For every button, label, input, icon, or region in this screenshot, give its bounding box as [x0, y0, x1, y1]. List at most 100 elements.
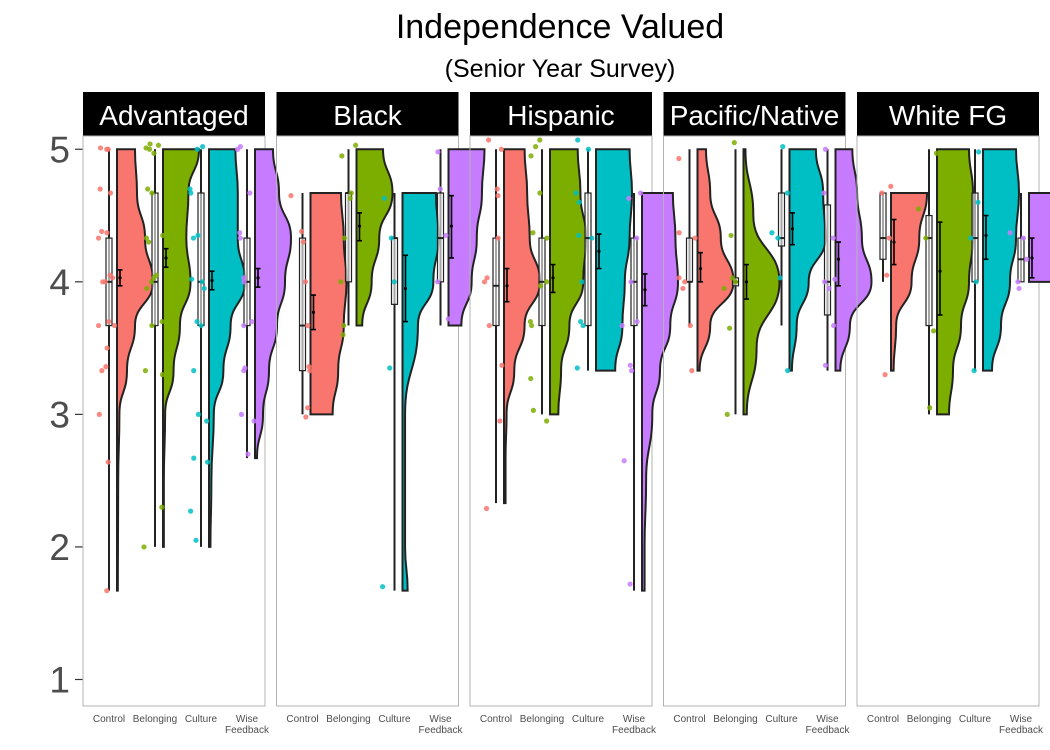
data-point — [888, 183, 894, 189]
y-tick-label: 1 — [49, 659, 70, 700]
x-tick-label: Belonging — [133, 714, 177, 725]
data-point — [149, 322, 155, 329]
data-point — [528, 375, 534, 382]
data-point — [159, 372, 165, 378]
data-point — [930, 328, 937, 334]
data-point — [832, 276, 838, 282]
facet-panel: Advantaged Control Belonging Culture Wise Fee… — [82, 92, 293, 736]
data-point — [143, 145, 149, 151]
data-point — [347, 195, 353, 201]
facet-panel: Black Control Belonging Culture Wise Feedback — [276, 92, 486, 736]
data-point — [97, 186, 103, 192]
data-point — [724, 411, 730, 417]
data-point — [676, 155, 682, 162]
data-point — [731, 140, 737, 146]
data-point — [247, 190, 253, 196]
x-tick-label: Control — [480, 714, 512, 725]
data-point — [676, 275, 682, 281]
data-point — [341, 235, 347, 241]
data-point — [191, 368, 197, 374]
group-wise-feedback — [235, 144, 293, 460]
data-point — [769, 230, 775, 236]
data-point — [1007, 230, 1013, 236]
data-point — [777, 275, 783, 281]
x-tick-label: Culture — [185, 714, 218, 725]
data-point — [302, 279, 309, 285]
mean-point — [790, 227, 795, 231]
data-point — [241, 275, 247, 281]
box — [151, 192, 159, 327]
data-point — [107, 190, 114, 196]
data-point — [306, 364, 312, 370]
chart-subtitle: (Senior Year Survey) — [445, 55, 676, 83]
data-point — [159, 318, 165, 325]
y-tick-label: 5 — [49, 129, 70, 170]
data-point — [923, 235, 929, 241]
data-point — [340, 332, 346, 338]
facet-panels: Advantaged Control Belonging Culture Wise Fee… — [82, 92, 1050, 736]
mean-point — [403, 286, 408, 291]
data-point — [97, 145, 104, 151]
data-point — [537, 137, 543, 143]
data-point — [1015, 279, 1021, 285]
x-tick-label: Culture — [959, 714, 992, 725]
box — [197, 192, 205, 327]
mean-point — [118, 276, 122, 280]
data-point — [775, 235, 781, 241]
x-tick-label: Control — [286, 714, 318, 725]
data-point — [780, 144, 786, 150]
data-point — [687, 322, 693, 329]
box — [492, 237, 500, 327]
data-point — [527, 318, 534, 325]
group-control — [481, 137, 542, 512]
x-tick-label: Culture — [765, 714, 798, 725]
data-point — [391, 279, 397, 285]
x-tick-label: Wise Feedback — [612, 714, 657, 736]
data-point — [111, 322, 118, 329]
data-point — [576, 232, 582, 239]
facet-strip-label: Black — [333, 100, 402, 131]
group-culture — [573, 137, 634, 372]
box — [685, 237, 694, 283]
data-point — [143, 235, 150, 241]
data-point — [879, 190, 885, 196]
mean-point — [938, 269, 942, 273]
violin-half — [116, 148, 155, 592]
y-tick-label: 2 — [49, 527, 70, 568]
data-point — [104, 230, 110, 236]
mean-point — [256, 276, 260, 280]
group-control — [676, 148, 735, 374]
data-point — [721, 285, 727, 292]
data-point — [242, 365, 248, 371]
panel-border — [663, 135, 846, 707]
x-tick-label: Control — [867, 714, 899, 725]
group-belonging — [527, 137, 588, 424]
data-point — [348, 190, 354, 196]
data-point — [145, 186, 151, 192]
data-point — [238, 411, 245, 417]
violin-half — [447, 148, 486, 327]
x-tick-label: Wise Feedback — [225, 714, 270, 736]
data-point — [201, 285, 207, 292]
data-point — [387, 365, 393, 371]
violin-half — [1028, 192, 1050, 283]
data-point — [484, 275, 490, 281]
data-point — [728, 232, 734, 239]
group-belonging — [141, 141, 201, 550]
data-point — [445, 316, 451, 322]
data-point — [237, 235, 243, 241]
data-point — [95, 322, 102, 329]
mean-point — [597, 249, 601, 253]
data-point — [141, 544, 147, 550]
data-point — [435, 279, 441, 285]
box — [298, 237, 307, 372]
mean-point — [698, 266, 703, 271]
box — [925, 214, 933, 327]
data-point — [99, 228, 105, 235]
data-point — [147, 141, 153, 147]
data-point — [973, 279, 979, 285]
data-point — [194, 146, 200, 152]
data-point — [249, 318, 255, 325]
data-point — [544, 279, 550, 285]
data-point — [153, 272, 160, 278]
